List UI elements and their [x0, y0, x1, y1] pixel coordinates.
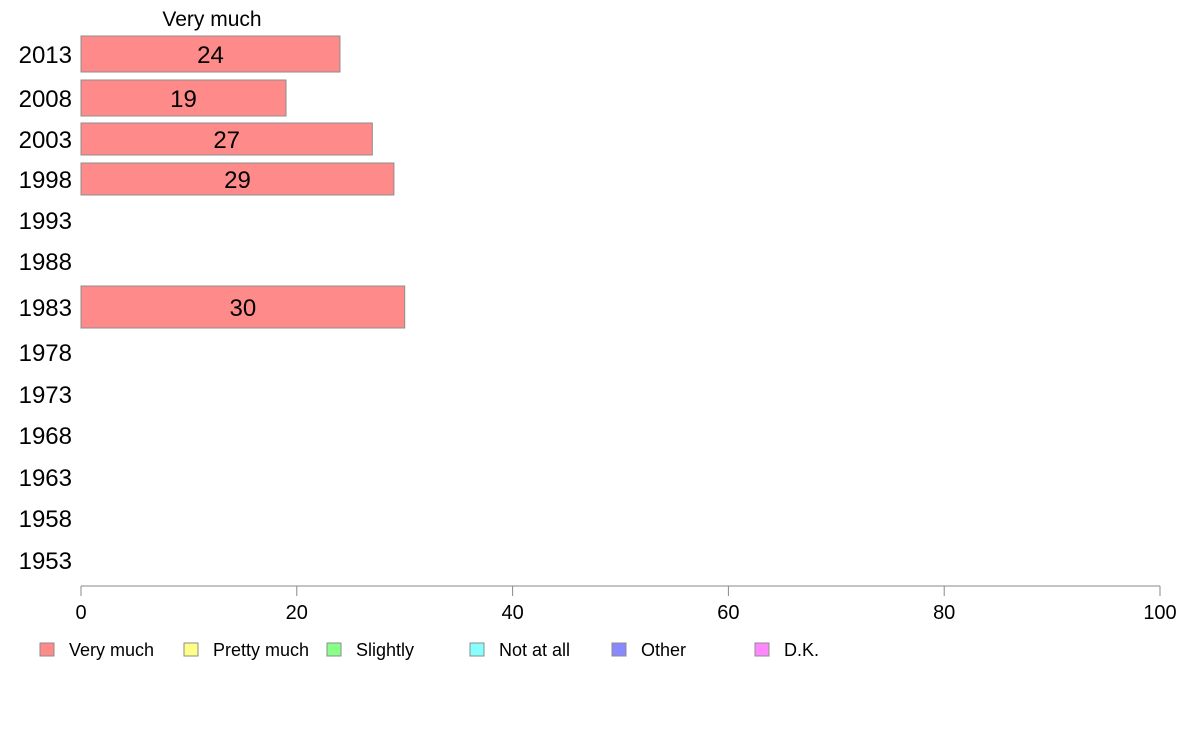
- bar-label-1983: 30: [229, 295, 256, 322]
- legend-label-very-much: Very much: [69, 640, 154, 660]
- year-label-1978: 1978: [19, 340, 72, 367]
- year-label-1993: 1993: [19, 208, 72, 235]
- bar-label-2008: 19: [170, 86, 197, 113]
- year-label-2013: 2013: [19, 42, 72, 69]
- legend-label-d-k: D.K.: [784, 640, 819, 660]
- series-header: Very much: [162, 8, 261, 31]
- bar-1983-very-much: [80, 285, 406, 329]
- legend-label-not-at-all: Not at all: [499, 640, 570, 660]
- year-label-1968: 1968: [19, 423, 72, 450]
- year-label-1973: 1973: [19, 382, 72, 409]
- x-axis: 0 20 40 60 80 100: [75, 585, 1177, 624]
- legend-swatch-very-much: [39, 642, 55, 657]
- bar-label-2003: 27: [213, 127, 240, 154]
- bar-label-1998: 29: [224, 167, 251, 194]
- legend-swatch-slightly: [326, 642, 342, 657]
- bar-2013-very-much: [80, 35, 341, 73]
- year-label-1963: 1963: [19, 465, 72, 492]
- bar-2008-very-much: [80, 79, 287, 117]
- x-tick-label-80: 80: [933, 602, 955, 624]
- year-label-1958: 1958: [19, 506, 72, 533]
- legend: Very much Pretty much Slightly Not at all Ot…: [39, 640, 819, 660]
- legend-label-slightly: Slightly: [356, 640, 414, 660]
- year-label-1998: 1998: [19, 167, 72, 194]
- x-tick-label-100: 100: [1143, 602, 1176, 624]
- x-tick-label-40: 40: [501, 602, 523, 624]
- bar-2003-very-much: [80, 122, 373, 156]
- legend-label-pretty-much: Pretty much: [213, 640, 309, 660]
- bar-label-2013: 24: [197, 42, 224, 69]
- legend-swatch-other: [611, 642, 627, 657]
- year-label-1983: 1983: [19, 295, 72, 322]
- year-label-2008: 2008: [19, 86, 72, 113]
- legend-swatch-d-k: [754, 642, 770, 657]
- year-label-1988: 1988: [19, 249, 72, 276]
- legend-swatch-not-at-all: [469, 642, 485, 657]
- legend-label-other: Other: [641, 640, 686, 660]
- year-label-2003: 2003: [19, 127, 72, 154]
- series-header-layer: Very much: [162, 8, 261, 31]
- year-labels: 2013 2008 2003 1998 1993 1988 1983 1978 1973 1968…: [19, 42, 72, 575]
- year-label-1953: 1953: [19, 548, 72, 575]
- legend-swatch-pretty-much: [183, 642, 199, 657]
- x-tick-label-60: 60: [717, 602, 739, 624]
- bar-1998-very-much: [80, 162, 395, 196]
- x-tick-label-0: 0: [75, 602, 86, 624]
- x-tick-label-20: 20: [286, 602, 308, 624]
